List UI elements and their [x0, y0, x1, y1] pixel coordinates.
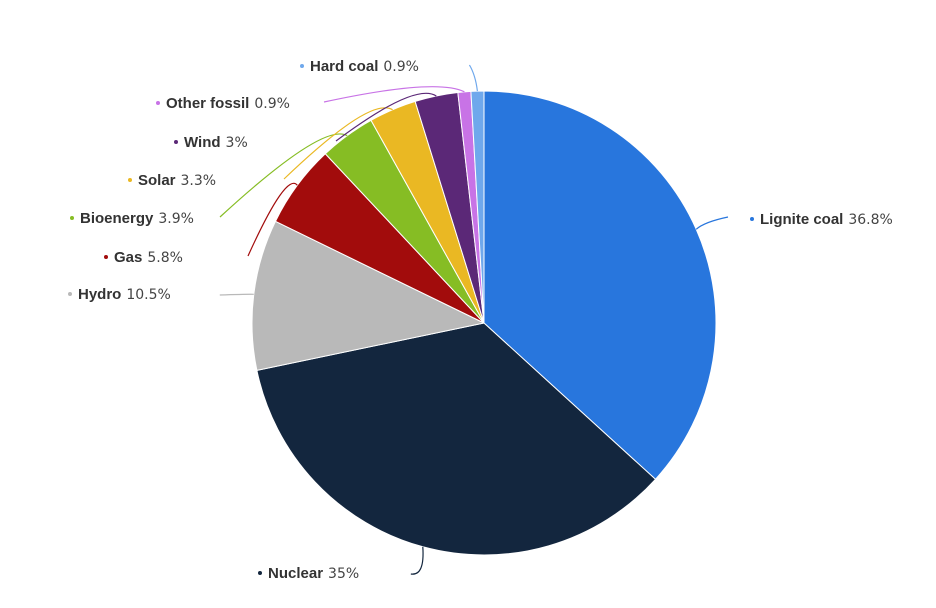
slice-label-text: Hydro 10.5%	[78, 286, 171, 303]
slice-label-gas: Gas 5.8%	[104, 249, 183, 266]
slice-label-nuclear: Nuclear 35%	[258, 565, 359, 582]
legend-bullet-solar	[128, 178, 132, 182]
slice-label-value: 35%	[328, 566, 359, 582]
slice-label-name: Solar	[138, 172, 176, 189]
slice-label-value: 3%	[226, 135, 248, 151]
slice-label-name: Wind	[184, 134, 221, 151]
slice-label-value: 0.9%	[383, 59, 419, 75]
legend-bullet-bioenergy	[70, 216, 74, 220]
leader-line-lignite-coal	[695, 216, 729, 230]
leader-line-hydro	[219, 293, 254, 296]
leader-line-hard-coal	[468, 64, 478, 92]
slice-label-text: Bioenergy 3.9%	[80, 210, 194, 227]
slice-label-lignite-coal: Lignite coal 36.8%	[750, 211, 893, 228]
slice-label-value: 36.8%	[848, 212, 892, 228]
slice-label-text: Nuclear 35%	[268, 565, 359, 582]
slice-label-value: 3.3%	[181, 173, 217, 189]
legend-bullet-gas	[104, 255, 108, 259]
pie-slice-nuclear[interactable]	[256, 322, 656, 556]
slice-label-value: 3.9%	[158, 211, 194, 227]
slice-label-hydro: Hydro 10.5%	[68, 286, 171, 303]
slice-label-name: Hard coal	[310, 58, 378, 75]
pie-slices	[251, 90, 717, 556]
slice-label-hard-coal: Hard coal 0.9%	[300, 58, 419, 75]
slice-label-value: 5.8%	[147, 250, 183, 266]
slice-label-text: Other fossil 0.9%	[166, 95, 290, 112]
slice-label-text: Hard coal 0.9%	[310, 58, 419, 75]
leader-line-other-fossil	[323, 86, 465, 103]
slice-label-value: 10.5%	[126, 287, 170, 303]
slice-labels: Lignite coal 36.8% Nuclear 35% Hydro 10.5% Gas…	[68, 58, 893, 582]
leader-line-wind	[335, 92, 437, 142]
legend-bullet-nuclear	[258, 571, 262, 575]
legend-bullet-hydro	[68, 292, 72, 296]
slice-label-name: Bioenergy	[80, 210, 154, 227]
leader-lines	[219, 64, 729, 575]
slice-label-value: 0.9%	[254, 96, 290, 112]
legend-bullet-lignite-coal	[750, 217, 754, 221]
leader-line-gas	[247, 182, 298, 257]
slice-label-name: Hydro	[78, 286, 121, 303]
slice-label-solar: Solar 3.3%	[128, 172, 216, 189]
pie-slice-lignite-coal[interactable]	[483, 90, 717, 480]
slice-label-other-fossil: Other fossil 0.9%	[156, 95, 290, 112]
legend-bullet-hard-coal	[300, 64, 304, 68]
leader-line-solar	[283, 107, 393, 180]
slice-label-name: Other fossil	[166, 95, 249, 112]
slice-label-text: Wind 3%	[184, 134, 248, 151]
legend-bullet-wind	[174, 140, 178, 144]
leader-line-bioenergy	[219, 133, 348, 218]
slice-label-name: Gas	[114, 249, 142, 266]
pie-slice-hydro[interactable]	[251, 220, 485, 371]
legend-bullet-other-fossil	[156, 101, 160, 105]
slice-label-wind: Wind 3%	[174, 134, 248, 151]
slice-label-text: Gas 5.8%	[114, 249, 183, 266]
slice-label-text: Solar 3.3%	[138, 172, 216, 189]
leader-line-nuclear	[410, 546, 424, 575]
slice-label-bioenergy: Bioenergy 3.9%	[70, 210, 194, 227]
slice-label-text: Lignite coal 36.8%	[760, 211, 893, 228]
slice-label-name: Nuclear	[268, 565, 323, 582]
slice-label-name: Lignite coal	[760, 211, 843, 228]
